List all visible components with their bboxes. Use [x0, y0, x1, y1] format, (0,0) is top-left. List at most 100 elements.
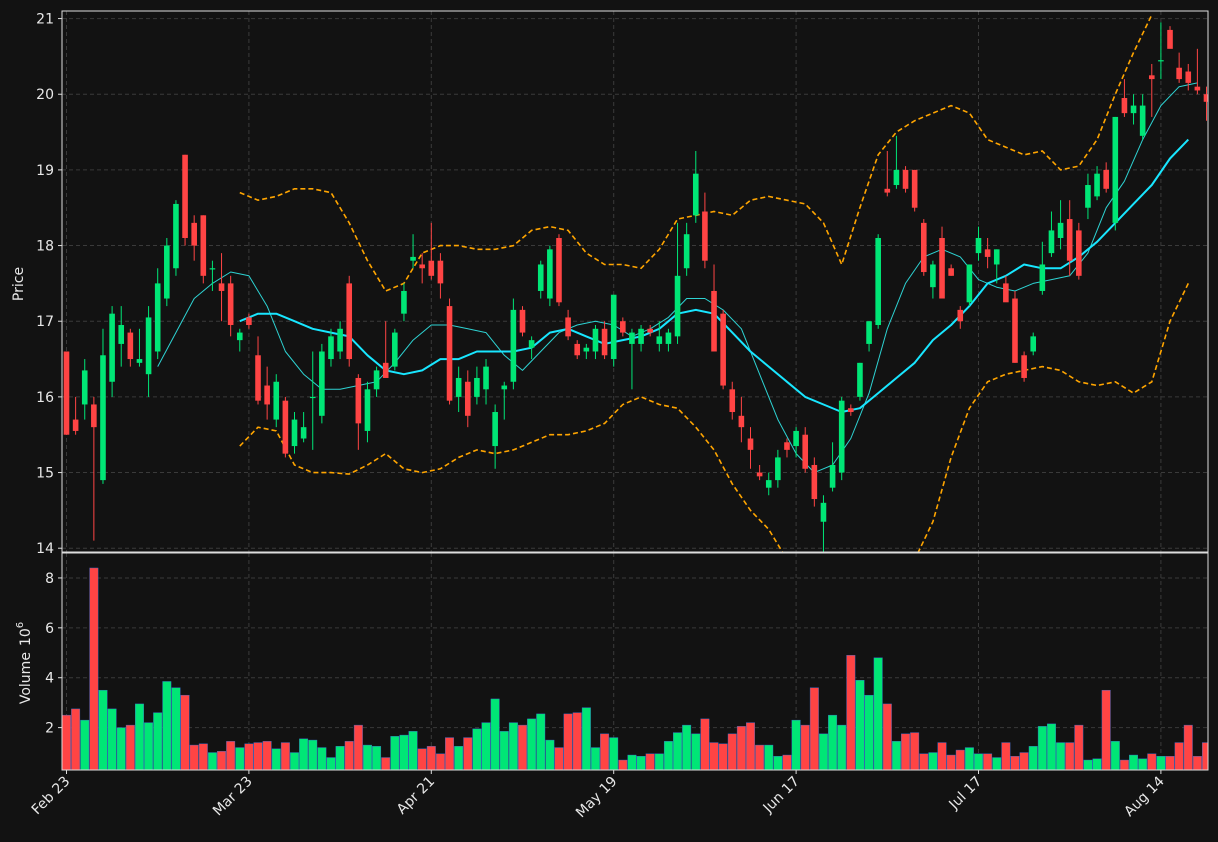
volume-bar [62, 714, 71, 770]
volume-bars [62, 567, 1208, 770]
volume-bar [98, 689, 108, 770]
volume-bar [536, 713, 546, 770]
price-tick-label: 14 [36, 541, 54, 557]
candle-up [765, 480, 772, 488]
volume-bar [691, 733, 701, 770]
volume-bar [1083, 759, 1093, 770]
volume-bar [1156, 756, 1166, 770]
candle-down [884, 188, 891, 193]
volume-bar [71, 708, 81, 770]
volume-bar [882, 703, 892, 770]
volume-bar [390, 736, 400, 770]
candle-down [519, 309, 526, 333]
candle-down [747, 438, 754, 450]
candle-up [1158, 60, 1164, 62]
candle-up [309, 396, 316, 399]
candle-down [437, 260, 444, 284]
candle-up [401, 290, 407, 314]
volume-bar [1065, 742, 1075, 770]
volume-bar [563, 713, 573, 770]
volume-bar [1046, 723, 1056, 770]
volume-bar [654, 753, 664, 770]
price-tick-label: 15 [36, 466, 54, 482]
candle-down [1003, 283, 1009, 303]
candle-down [1176, 67, 1182, 80]
volume-bar [673, 732, 683, 770]
candle-up [492, 412, 498, 447]
candle-down [711, 290, 717, 352]
volume-tick-label: 2 [45, 721, 54, 737]
candle-up [455, 377, 462, 397]
volume-bar [545, 739, 555, 770]
candle-down [464, 381, 471, 416]
volume-bar [1147, 753, 1157, 770]
price-tick-label: 18 [36, 239, 54, 255]
volume-bar [1174, 742, 1184, 770]
candle-up [474, 377, 480, 397]
volume-bar [381, 757, 391, 770]
price-panel-frame [61, 10, 1209, 553]
volume-bar [499, 731, 509, 770]
volume-bar [454, 746, 464, 770]
candle-down [948, 268, 954, 276]
volume-bar [1192, 756, 1202, 770]
candle-up [820, 502, 827, 522]
volume-bar [1202, 742, 1208, 770]
volume-bar [955, 749, 965, 770]
candle-up [793, 430, 799, 447]
volume-unit-base: 10 [18, 628, 34, 646]
candle-down [647, 328, 653, 333]
candle-down [191, 222, 197, 246]
volume-bar [80, 719, 90, 770]
candle-down [1103, 169, 1109, 189]
volume-bar [591, 747, 600, 770]
volume-bar [773, 756, 783, 770]
volume-bar [1119, 759, 1129, 770]
volume-bar [964, 747, 974, 770]
candle-up [300, 427, 307, 439]
candle-up [583, 347, 590, 352]
candle-down [920, 222, 927, 273]
volume-bar [636, 756, 646, 770]
volume-tick-label: 4 [45, 671, 54, 687]
candle-up [392, 332, 398, 367]
volume-y-axis: 2 4 6 8 [45, 571, 62, 737]
candle-down [63, 351, 70, 435]
candle-up [656, 336, 663, 344]
candle-down [601, 328, 608, 356]
candle-down [227, 283, 234, 326]
candle-up [775, 457, 781, 481]
candle-down [1148, 75, 1155, 80]
candle-down [264, 385, 270, 405]
candle-up [674, 275, 681, 337]
volume-bar [837, 724, 847, 770]
candle-down [1121, 98, 1128, 114]
candle-down [802, 434, 809, 469]
volume-bar [1129, 754, 1139, 770]
candle-up [109, 313, 115, 382]
candle-down [957, 309, 964, 322]
volume-bar [344, 741, 354, 770]
price-y-axis-label: Price [11, 267, 27, 301]
candle-down [1185, 71, 1192, 83]
volume-bar [1019, 752, 1029, 770]
volume-bar [1010, 756, 1020, 770]
price-y-axis: 14 15 16 17 18 19 20 21 [36, 12, 62, 557]
volume-bar [618, 759, 628, 770]
volume-bar [89, 567, 99, 770]
candle-down [565, 317, 571, 337]
candle-up [81, 370, 88, 405]
candle-up [1112, 116, 1119, 223]
candle-up [1057, 222, 1064, 238]
candle-up [1039, 264, 1046, 291]
candle-up [893, 169, 900, 186]
volume-bar [262, 741, 272, 770]
volume-bar [207, 752, 217, 770]
candle-up [829, 464, 836, 488]
volume-bar [353, 724, 363, 770]
volume-bar [1037, 726, 1047, 770]
candle-up [328, 336, 334, 360]
volume-tick-label: 8 [45, 571, 54, 587]
volume-bar [363, 744, 372, 770]
